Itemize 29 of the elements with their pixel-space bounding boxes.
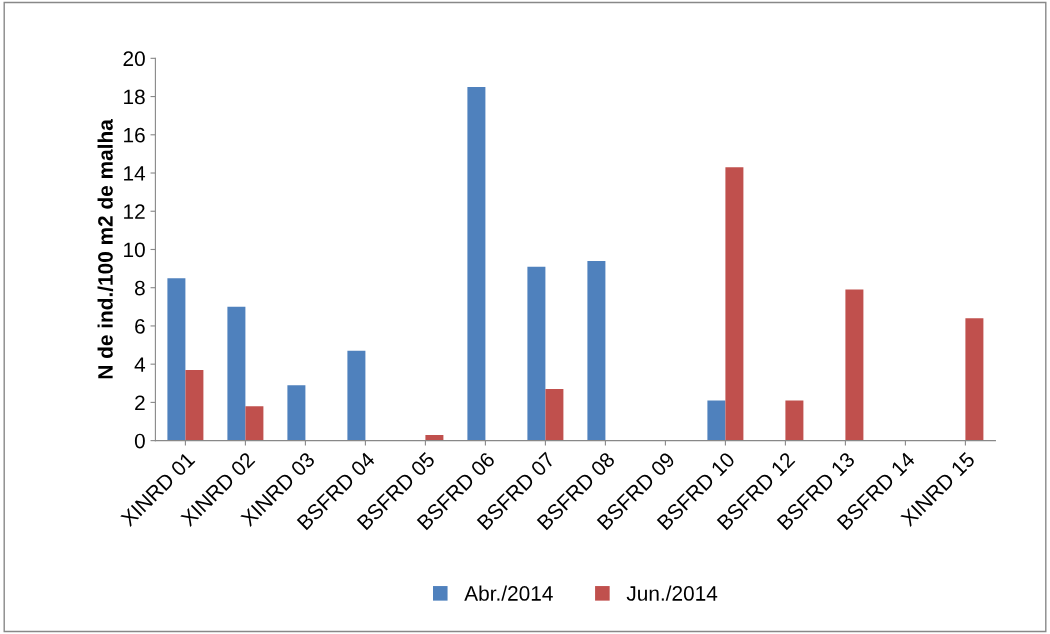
y-tick-label: 4 [134, 357, 146, 372]
bar [467, 87, 486, 441]
bar [227, 306, 246, 441]
y-tick-label: 0 [134, 433, 145, 449]
y-tick-label: 10 [124, 242, 145, 258]
y-tick-label: 6 [135, 318, 145, 334]
y-tick-label: 16 [124, 127, 145, 143]
y-tick-label: 8 [135, 280, 145, 296]
bar [587, 260, 606, 441]
bar [167, 278, 186, 441]
bar [287, 385, 306, 441]
y-tick-label: 12 [124, 204, 145, 219]
y-tick-label: 14 [124, 166, 146, 181]
y-tick-label: 20 [123, 51, 145, 67]
y-tick-label: 18 [124, 89, 145, 105]
legend-label: Abr./2014 [464, 585, 553, 601]
bar [965, 318, 984, 441]
bar [545, 389, 564, 441]
bar [185, 369, 204, 441]
bar [347, 350, 366, 441]
bar [707, 400, 726, 441]
bar [725, 167, 744, 441]
y-axis-title: N de ind./100 m2 de malha [97, 119, 114, 379]
bar [785, 400, 804, 441]
legend-label: Jun./2014 [626, 585, 718, 601]
bar [527, 266, 546, 441]
bar [245, 406, 264, 441]
y-tick-label: 2 [135, 395, 145, 410]
bar [845, 289, 864, 441]
